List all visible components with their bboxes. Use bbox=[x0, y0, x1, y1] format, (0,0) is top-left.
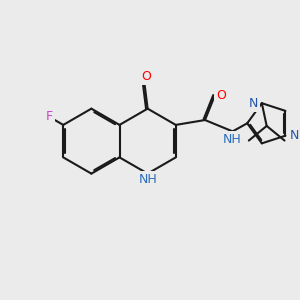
Text: NH: NH bbox=[223, 133, 242, 146]
Text: N: N bbox=[248, 97, 257, 110]
Text: N: N bbox=[290, 129, 300, 142]
Text: O: O bbox=[141, 69, 152, 83]
Text: NH: NH bbox=[138, 173, 157, 186]
Text: N: N bbox=[248, 97, 258, 110]
Text: F: F bbox=[46, 110, 53, 123]
Text: O: O bbox=[216, 89, 226, 102]
Text: F: F bbox=[45, 110, 53, 124]
Text: NH: NH bbox=[223, 133, 242, 146]
Text: NH: NH bbox=[138, 174, 157, 187]
Text: O: O bbox=[216, 89, 227, 103]
Text: O: O bbox=[141, 70, 151, 83]
Text: N: N bbox=[289, 129, 299, 142]
